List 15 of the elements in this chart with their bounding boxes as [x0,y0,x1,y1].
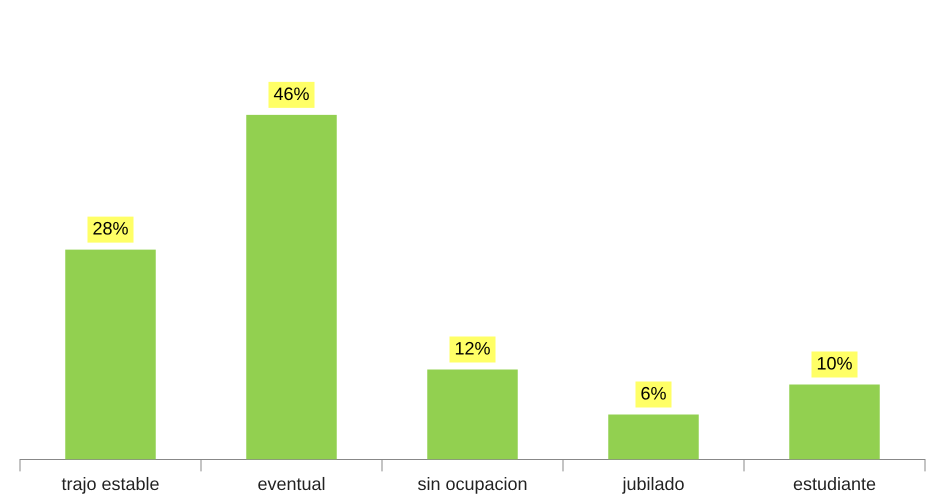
data-label: 46% [273,84,310,104]
bar [65,250,156,460]
bar [608,414,699,460]
bar [427,370,518,460]
bar [246,114,337,460]
data-label: 6% [640,383,667,404]
data-label: 28% [92,218,129,239]
x-tick-label: trajo estable [61,474,160,494]
x-tick-label: estudiante [792,474,876,494]
x-tick-label: sin ocupacion [417,474,528,494]
data-label: 10% [816,353,853,374]
bar [789,384,880,460]
x-tick-label: eventual [257,474,326,494]
x-tick-label: jubilado [621,474,685,494]
data-label: 12% [454,338,491,358]
